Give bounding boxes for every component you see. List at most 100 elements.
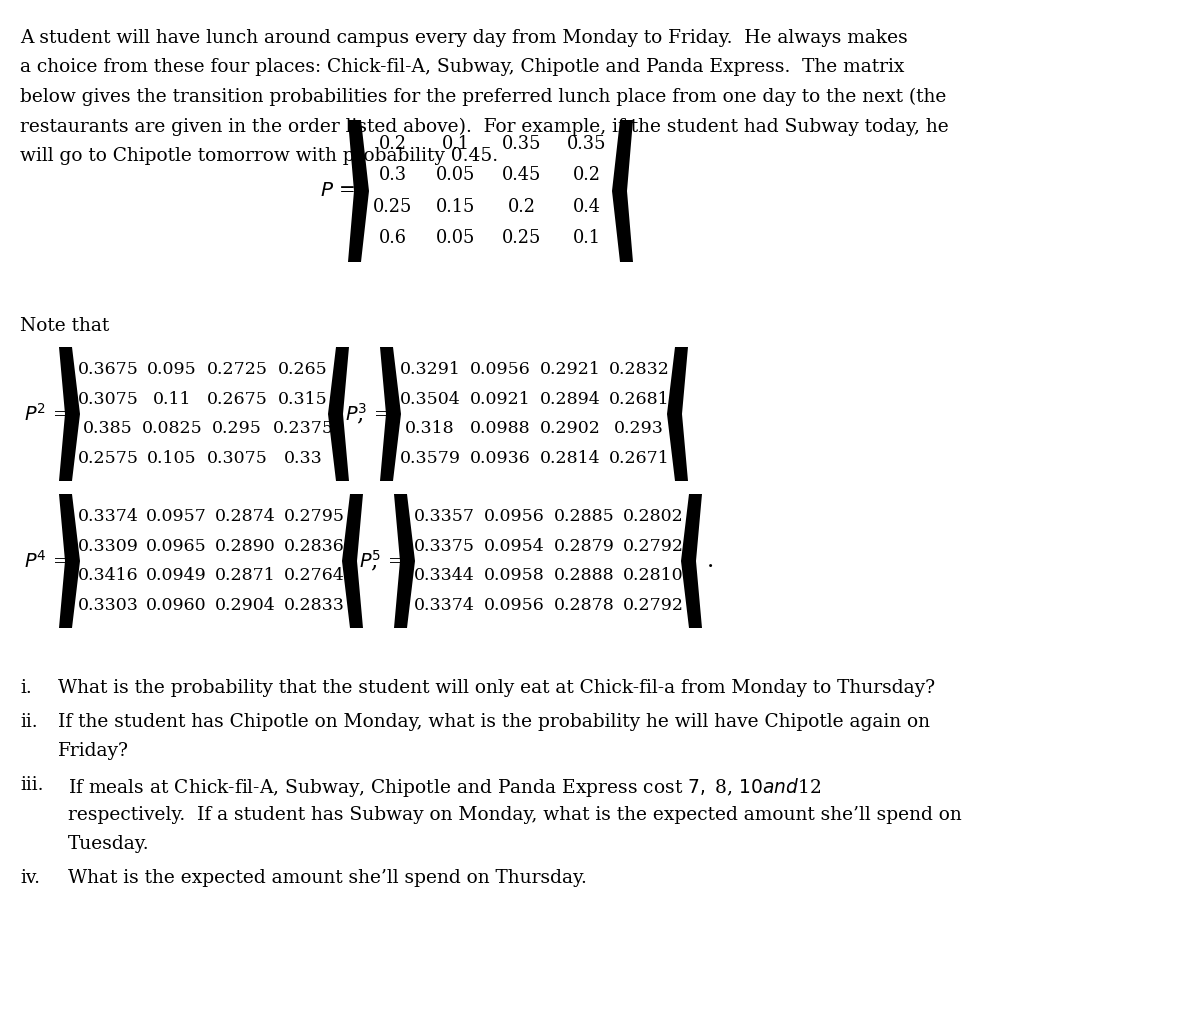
Text: 0.0949: 0.0949	[145, 567, 206, 584]
Text: 0.2874: 0.2874	[215, 509, 275, 526]
Text: 0.0825: 0.0825	[142, 421, 203, 437]
Text: 0.2879: 0.2879	[553, 538, 614, 555]
Text: Tuesday.: Tuesday.	[68, 835, 150, 854]
Text: 0.3504: 0.3504	[400, 390, 461, 408]
Text: 0.3374: 0.3374	[414, 596, 474, 613]
Text: 0.2681: 0.2681	[608, 390, 670, 408]
Text: 0.3357: 0.3357	[414, 509, 474, 526]
Text: 0.0960: 0.0960	[145, 596, 206, 613]
Polygon shape	[342, 494, 364, 628]
Text: 0.2921: 0.2921	[540, 361, 600, 378]
Text: 0.295: 0.295	[212, 421, 262, 437]
Text: Note that: Note that	[20, 317, 109, 335]
Text: 0.45: 0.45	[503, 166, 541, 185]
Text: If the student has Chipotle on Monday, what is the probability he will have Chip: If the student has Chipotle on Monday, w…	[58, 713, 930, 731]
Text: 0.2888: 0.2888	[553, 567, 614, 584]
Text: ,: ,	[370, 550, 377, 572]
Text: 0.293: 0.293	[614, 421, 664, 437]
Text: 0.3309: 0.3309	[78, 538, 138, 555]
Text: 0.0954: 0.0954	[484, 538, 545, 555]
Text: 0.0956: 0.0956	[484, 509, 545, 526]
Text: 0.05: 0.05	[436, 166, 475, 185]
Text: restaurants are given in the order listed above).  For example, if the student h: restaurants are given in the order liste…	[20, 117, 949, 136]
Text: $P^3$ =: $P^3$ =	[344, 403, 389, 425]
Text: a choice from these four places: Chick-fil-A, Subway, Chipotle and Panda Express: a choice from these four places: Chick-f…	[20, 59, 905, 77]
Text: 0.25: 0.25	[373, 198, 413, 216]
Text: 0.2725: 0.2725	[206, 361, 268, 378]
Text: 0.0957: 0.0957	[145, 509, 206, 526]
Text: 0.2: 0.2	[379, 135, 407, 152]
Text: respectively.  If a student has Subway on Monday, what is the expected amount sh: respectively. If a student has Subway on…	[68, 806, 961, 824]
Text: 0.3075: 0.3075	[206, 450, 268, 467]
Polygon shape	[328, 347, 349, 481]
Text: 0.265: 0.265	[278, 361, 328, 378]
Text: 0.318: 0.318	[406, 421, 455, 437]
Text: 0.105: 0.105	[148, 450, 197, 467]
Text: 0.3291: 0.3291	[400, 361, 461, 378]
Text: 0.3: 0.3	[379, 166, 407, 185]
Text: 0.3374: 0.3374	[78, 509, 138, 526]
Text: 0.2802: 0.2802	[623, 509, 683, 526]
Text: 0.2871: 0.2871	[215, 567, 275, 584]
Text: 0.1: 0.1	[572, 229, 601, 247]
Text: 0.3344: 0.3344	[414, 567, 474, 584]
Text: 0.2375: 0.2375	[272, 421, 334, 437]
Text: .: .	[707, 550, 714, 572]
Text: 0.11: 0.11	[152, 390, 191, 408]
Polygon shape	[348, 120, 370, 262]
Text: $P^2$ =: $P^2$ =	[24, 403, 68, 425]
Polygon shape	[394, 494, 415, 628]
Text: 0.3303: 0.3303	[78, 596, 138, 613]
Text: 0.2836: 0.2836	[283, 538, 344, 555]
Text: What is the expected amount she’ll spend on Thursday.: What is the expected amount she’ll spend…	[68, 870, 587, 887]
Text: 0.2832: 0.2832	[608, 361, 670, 378]
Text: 0.2795: 0.2795	[283, 509, 344, 526]
Text: 0.3375: 0.3375	[414, 538, 474, 555]
Text: 0.2833: 0.2833	[283, 596, 344, 613]
Text: 0.0956: 0.0956	[484, 596, 545, 613]
Text: i.: i.	[20, 679, 31, 697]
Text: 0.0988: 0.0988	[469, 421, 530, 437]
Polygon shape	[612, 120, 634, 262]
Text: 0.33: 0.33	[283, 450, 323, 467]
Polygon shape	[680, 494, 702, 628]
Text: 0.2810: 0.2810	[623, 567, 683, 584]
Text: iv.: iv.	[20, 870, 40, 887]
Text: 0.0936: 0.0936	[469, 450, 530, 467]
Text: 0.385: 0.385	[83, 421, 133, 437]
Text: If meals at Chick-fil-A, Subway, Chipotle and Panda Express cost $ 7, $ 8, $ 10 : If meals at Chick-fil-A, Subway, Chipotl…	[68, 776, 821, 799]
Text: 0.2671: 0.2671	[608, 450, 670, 467]
Text: 0.2792: 0.2792	[623, 538, 684, 555]
Text: 0.2902: 0.2902	[540, 421, 600, 437]
Text: 0.0956: 0.0956	[469, 361, 530, 378]
Text: 0.2675: 0.2675	[206, 390, 268, 408]
Text: 0.1: 0.1	[442, 135, 469, 152]
Text: 0.2885: 0.2885	[553, 509, 614, 526]
Text: will go to Chipotle tomorrow with probability 0.45.: will go to Chipotle tomorrow with probab…	[20, 147, 498, 165]
Text: 0.0921: 0.0921	[469, 390, 530, 408]
Text: $P^4$ =: $P^4$ =	[24, 550, 68, 572]
Text: 0.0965: 0.0965	[145, 538, 206, 555]
Text: 0.2904: 0.2904	[215, 596, 275, 613]
Text: 0.2764: 0.2764	[283, 567, 344, 584]
Text: 0.35: 0.35	[568, 135, 607, 152]
Text: $P$ =: $P$ =	[320, 182, 355, 201]
Polygon shape	[59, 347, 80, 481]
Text: below gives the transition probabilities for the preferred lunch place from one : below gives the transition probabilities…	[20, 88, 947, 106]
Text: 0.315: 0.315	[278, 390, 328, 408]
Text: 0.25: 0.25	[503, 229, 541, 247]
Text: iii.: iii.	[20, 776, 43, 794]
Text: 0.2814: 0.2814	[540, 450, 600, 467]
Text: A student will have lunch around campus every day from Monday to Friday.  He alw: A student will have lunch around campus …	[20, 29, 907, 47]
Text: 0.3416: 0.3416	[78, 567, 138, 584]
Text: 0.3675: 0.3675	[78, 361, 138, 378]
Text: 0.4: 0.4	[572, 198, 601, 216]
Text: 0.6: 0.6	[379, 229, 407, 247]
Text: 0.2: 0.2	[572, 166, 601, 185]
Text: $P^5$ =: $P^5$ =	[359, 550, 403, 572]
Text: 0.2894: 0.2894	[540, 390, 600, 408]
Text: 0.05: 0.05	[436, 229, 475, 247]
Text: 0.2878: 0.2878	[553, 596, 614, 613]
Text: 0.35: 0.35	[503, 135, 541, 152]
Text: ii.: ii.	[20, 713, 37, 731]
